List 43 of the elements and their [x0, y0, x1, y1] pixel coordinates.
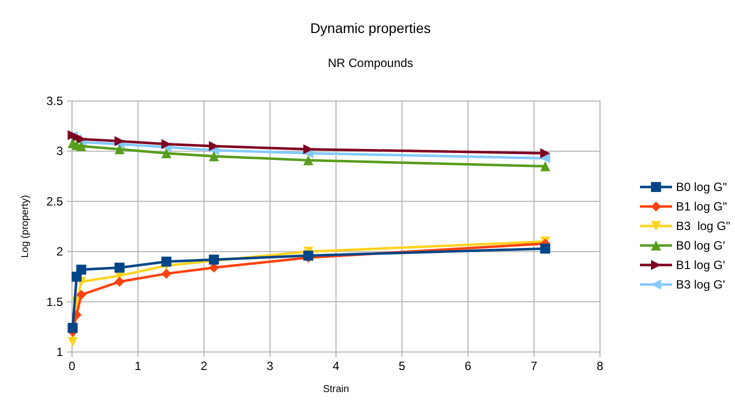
- x-tick-label: 8: [596, 359, 604, 373]
- legend-label: B3 log G': [676, 278, 725, 292]
- y-tick-label: 2.5: [46, 194, 64, 208]
- point: [540, 244, 550, 254]
- y-tick-label: 3.5: [46, 94, 64, 108]
- x-tick-label: 2: [200, 359, 208, 373]
- point: [540, 161, 550, 172]
- y-axis-title: Log (property): [20, 195, 31, 258]
- point: [161, 268, 172, 279]
- y-tick-label: 2: [56, 244, 64, 259]
- legend-label: B0 log G': [676, 238, 725, 252]
- point: [114, 144, 125, 154]
- point: [303, 155, 314, 166]
- legend-label: B1 log G': [676, 258, 725, 272]
- y-tick-label: 1: [56, 345, 64, 359]
- x-tick-label: 0: [68, 359, 76, 373]
- legend-label: B3 log G": [676, 219, 730, 233]
- point: [114, 262, 125, 273]
- x-axis-title: Strain: [322, 384, 350, 395]
- point: [76, 134, 86, 144]
- x-tick-label: 5: [398, 359, 406, 373]
- point: [76, 264, 86, 275]
- legend-label: B1 log G": [676, 200, 727, 214]
- point: [540, 148, 550, 158]
- point: [161, 148, 172, 158]
- point: [114, 136, 125, 146]
- y-tick-label: 3: [56, 144, 64, 158]
- chart-title: Dynamic properties: [310, 20, 431, 36]
- point: [208, 151, 219, 162]
- legend-label: B0 log G": [676, 180, 727, 194]
- x-tick-label: 1: [134, 359, 142, 373]
- point: [161, 256, 172, 267]
- point: [68, 336, 78, 347]
- x-tick-label: 7: [530, 359, 538, 373]
- y-tick-label: 1.5: [46, 294, 64, 309]
- point: [76, 141, 86, 152]
- chart-subtitle: NR Compounds: [328, 56, 414, 70]
- point: [76, 290, 86, 300]
- x-tick-label: 4: [332, 359, 340, 373]
- point: [68, 322, 78, 333]
- x-tick-label: 3: [266, 359, 274, 373]
- x-tick-label: 6: [464, 359, 472, 373]
- point: [114, 276, 125, 287]
